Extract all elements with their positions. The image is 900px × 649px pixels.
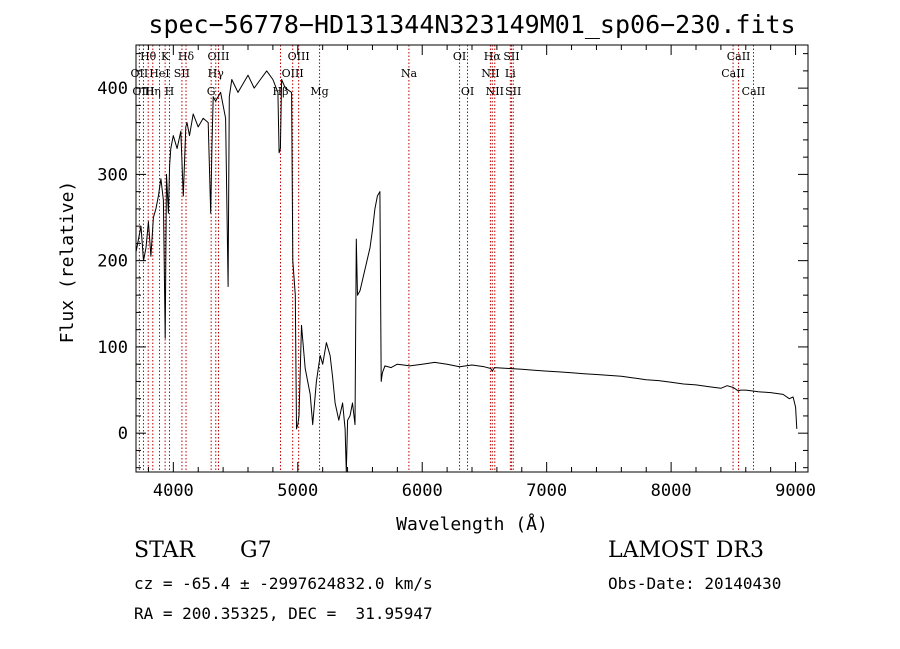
y-axis: 0 100 200 300 400 <box>97 53 808 469</box>
marker-label: HeI <box>149 67 169 80</box>
redshift-readout: cz = -65.4 ± -2997624832.0 km/s <box>134 574 433 593</box>
marker-label: Na <box>401 67 418 80</box>
marker-label: OI <box>453 50 466 63</box>
marker-label: Li <box>505 67 516 80</box>
marker-label: OIII <box>132 85 154 98</box>
object-subclass: G7 <box>240 538 272 563</box>
marker-label: SII <box>505 85 521 98</box>
plot-frame <box>135 44 809 473</box>
marker-label: Hη <box>145 85 161 98</box>
marker-label: SII <box>503 50 519 63</box>
marker-label: OIII <box>207 50 229 63</box>
marker-label: Hδ <box>178 50 195 63</box>
spectrum-line <box>135 70 798 473</box>
marker-label: NII <box>486 85 504 98</box>
marker-label: Hθ <box>140 50 157 63</box>
spectrum-series <box>135 70 798 473</box>
emission-line-markers <box>138 45 754 472</box>
x-tick-label: 8000 <box>651 481 692 501</box>
marker-label: OI <box>461 85 474 98</box>
chart-title: spec−56778−HD131344N323149M01_sp06−230.f… <box>148 10 795 39</box>
x-axis-label: Wavelength (Å) <box>396 513 548 535</box>
survey-name: LAMOST DR3 <box>608 538 764 563</box>
y-tick-label: 300 <box>97 165 128 185</box>
marker-label: NII <box>481 67 499 80</box>
marker-label: Mg <box>310 85 328 98</box>
ra-dec-readout: RA = 200.35325, DEC = 31.95947 <box>134 604 433 623</box>
y-tick-label: 400 <box>97 79 128 99</box>
marker-label: Hγ <box>208 67 225 80</box>
marker-label: SII <box>174 67 190 80</box>
x-axis: 4000 5000 6000 7000 8000 9000 <box>147 45 816 501</box>
marker-label: Hβ <box>273 85 289 98</box>
marker-label: CaII <box>727 50 751 63</box>
x-tick-label: 9000 <box>775 481 816 501</box>
marker-label: CaII <box>721 67 745 80</box>
x-tick-label: 4000 <box>153 481 194 501</box>
x-tick-label: 5000 <box>277 481 318 501</box>
x-tick-label: 6000 <box>402 481 443 501</box>
object-type: STAR <box>134 538 195 563</box>
y-tick-label: 0 <box>118 424 128 444</box>
y-axis-label: Flux (relative) <box>57 181 78 344</box>
observation-date: Obs-Date: 20140430 <box>608 574 782 593</box>
marker-label: OIII <box>288 50 310 63</box>
marker-label: K <box>161 50 170 63</box>
y-tick-label: 200 <box>97 252 128 272</box>
spectrum-chart: spec−56778−HD131344N323149M01_sp06−230.f… <box>57 10 816 535</box>
y-tick-label: 100 <box>97 338 128 358</box>
marker-label: CaII <box>742 85 766 98</box>
marker-label: Hα <box>484 50 502 63</box>
marker-label: H <box>165 85 175 98</box>
marker-label: OII <box>131 67 149 80</box>
x-tick-label: 7000 <box>526 481 567 501</box>
marker-label: OIII <box>282 67 304 80</box>
marker-label: G <box>207 85 216 98</box>
